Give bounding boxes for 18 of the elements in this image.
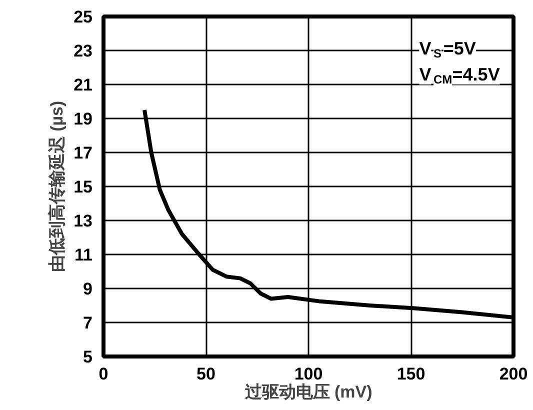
x-tick-label: 200 bbox=[499, 364, 528, 384]
y-tick-label: 23 bbox=[74, 42, 93, 60]
y-tick-label: 17 bbox=[74, 144, 93, 162]
y-tick-label: 15 bbox=[74, 178, 93, 196]
x-tick-label: 100 bbox=[294, 364, 323, 384]
y-tick-label: 13 bbox=[74, 212, 93, 230]
y-tick-label: 19 bbox=[74, 110, 93, 128]
y-tick-label: 9 bbox=[83, 280, 93, 298]
y-axis-title: 由低到高传输延迟 (µs) bbox=[48, 100, 67, 272]
y-tick-label: 11 bbox=[74, 246, 93, 264]
x-axis-title: 过驱动电压 (mV) bbox=[244, 382, 372, 402]
y-tick-label: 7 bbox=[83, 314, 93, 332]
x-tick-label: 0 bbox=[98, 364, 108, 384]
y-tick-label: 5 bbox=[83, 348, 93, 366]
x-tick-label: 150 bbox=[396, 364, 426, 384]
y-tick-label: 21 bbox=[74, 76, 93, 94]
y-tick-label: 25 bbox=[74, 8, 93, 26]
x-tick-label: 50 bbox=[196, 364, 216, 384]
